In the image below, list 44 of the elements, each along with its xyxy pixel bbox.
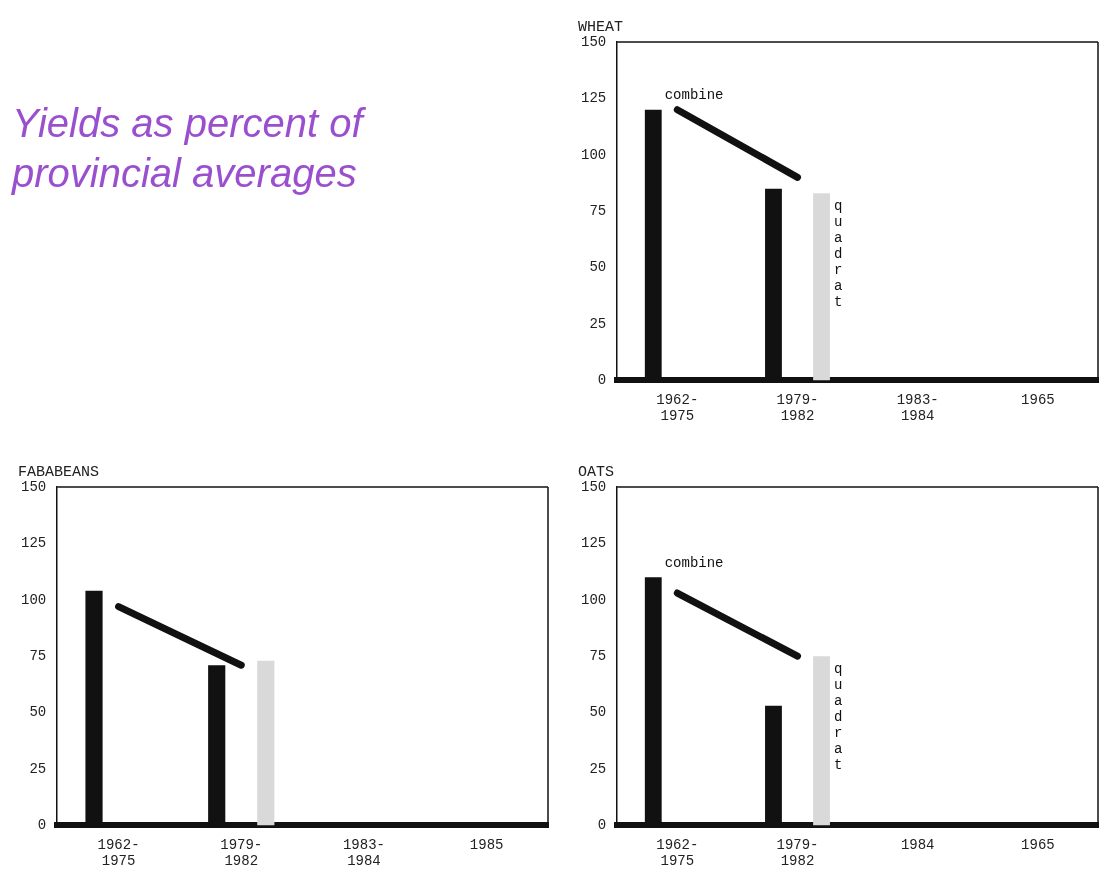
y-tick-label: 25 — [589, 760, 607, 777]
chart-title: OATS — [578, 463, 615, 481]
chart-title: FABABEANS — [18, 463, 100, 481]
bar — [257, 660, 275, 826]
bar — [813, 656, 830, 826]
x-tick-label: 1979- 1982 — [776, 391, 819, 425]
series-label: combine — [664, 87, 724, 104]
series-label: quadrat — [833, 660, 843, 773]
y-tick-label: 125 — [580, 90, 607, 107]
y-tick-label: 100 — [580, 146, 607, 163]
y-tick-label: 100 — [580, 591, 607, 608]
series-label: quadrat — [833, 197, 843, 310]
y-tick-label: 75 — [589, 202, 607, 219]
y-tick-label: 100 — [20, 591, 47, 608]
y-tick-label: 0 — [37, 817, 47, 834]
y-tick-label: 25 — [29, 760, 47, 777]
x-tick-label: 1984 — [900, 836, 935, 853]
x-tick-label: 1983- 1984 — [896, 391, 939, 425]
y-tick-label: 50 — [589, 259, 607, 276]
x-tick-label: 1962- 1975 — [656, 836, 699, 870]
x-tick-label: 1979- 1982 — [776, 836, 819, 870]
x-tick-label: 1962- 1975 — [97, 836, 140, 870]
chart-title: WHEAT — [578, 18, 624, 36]
text: Yields as percent of provincial averages — [12, 100, 367, 197]
y-tick-label: 50 — [589, 704, 607, 721]
x-tick-label: 1985 — [469, 836, 504, 853]
y-tick-label: 25 — [589, 315, 607, 332]
y-tick-label: 75 — [29, 647, 47, 664]
x-tick-label: 1979- 1982 — [220, 836, 263, 870]
series-label: combine — [664, 554, 724, 571]
y-tick-label: 150 — [580, 478, 607, 495]
y-tick-label: 0 — [597, 817, 607, 834]
x-tick-label: 1965 — [1021, 391, 1055, 408]
y-tick-label: 50 — [29, 704, 47, 721]
bar — [813, 193, 830, 381]
y-tick-label: 150 — [20, 478, 47, 495]
y-tick-label: 150 — [580, 33, 607, 50]
y-tick-label: 0 — [597, 372, 607, 389]
y-tick-label: 125 — [580, 535, 607, 552]
x-tick-label: 1965 — [1021, 836, 1055, 853]
y-tick-label: 75 — [589, 647, 607, 664]
x-tick-label: 1983- 1984 — [342, 836, 385, 870]
y-tick-label: 125 — [20, 535, 47, 552]
x-tick-label: 1962- 1975 — [656, 391, 699, 425]
